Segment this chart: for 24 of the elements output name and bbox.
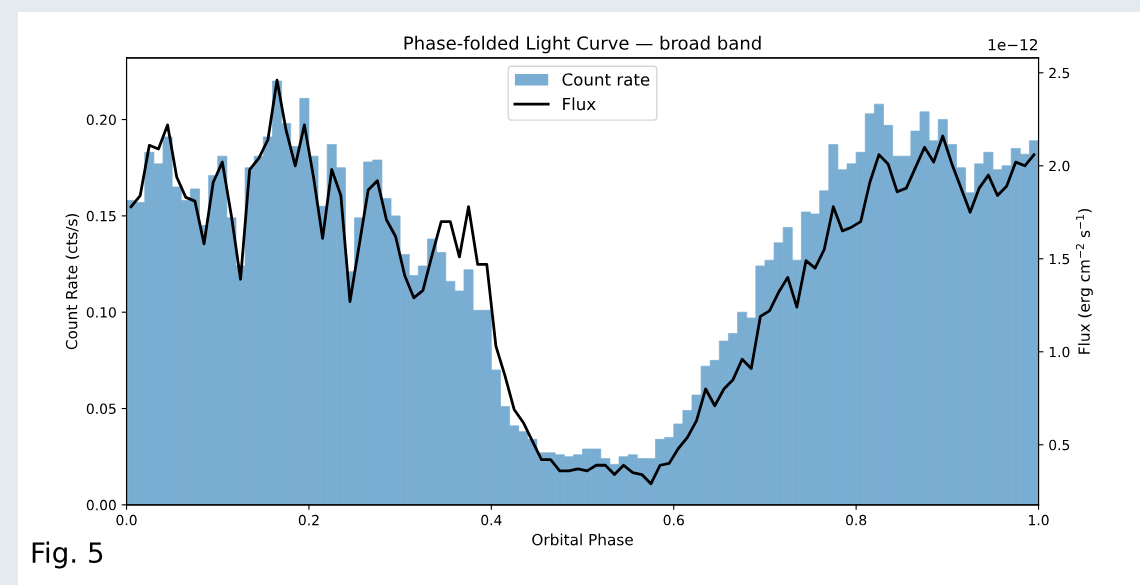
y-tick-label: 0.20	[86, 114, 116, 126]
y2-tick-label: 1.0	[1049, 346, 1070, 358]
y-tick-label: 0.10	[86, 307, 116, 318]
caption: Fig. 5	[32, 541, 103, 569]
x-axis-title: Orbital Phase	[532, 533, 633, 546]
y-tick-label: 0.00	[86, 499, 116, 511]
x-tick-label: 0.8	[846, 514, 867, 526]
y2-tick-label: 0.5	[1049, 439, 1070, 451]
x-tick-label: 0.4	[481, 514, 502, 526]
x-tick-label: 0.6	[663, 514, 684, 526]
chart-title: Phase-folded Light Curve — broad band	[404, 35, 761, 54]
y-axis-title: Count Rate (cts/s)	[65, 213, 80, 350]
y2-tick-label: 2.5	[1049, 67, 1070, 79]
y-tick-label: 0.15	[86, 210, 116, 222]
text: 1e−12	[988, 38, 1038, 51]
legend-label: Flux	[563, 97, 596, 111]
legend-label: Count rate	[562, 73, 650, 86]
x-tick-label: 0.2	[298, 514, 319, 526]
y2-tick-label: 2.0	[1049, 160, 1070, 172]
y-tick-label: 0.05	[86, 403, 116, 415]
x-tick-label: 0.0	[116, 514, 137, 526]
y2-tick-label: 1.5	[1049, 253, 1070, 265]
y2-axis-title: Flux (erg cm$^{−2}$ s$^{−1}$)	[1075, 208, 1093, 354]
x-tick-label: 1.0	[1029, 514, 1049, 526]
